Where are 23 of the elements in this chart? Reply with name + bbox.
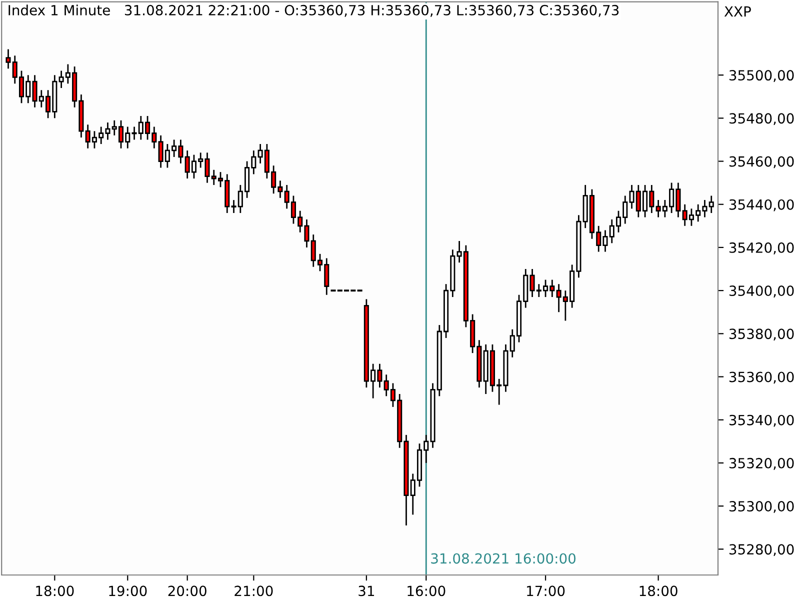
x-tick-label: 19:00: [109, 586, 147, 596]
y-tick-label: 35360,00: [729, 372, 794, 384]
y-tick-label: 35400,00: [729, 286, 794, 298]
x-tick-label: 18:00: [36, 586, 74, 596]
y-tick-label: 35280,00: [729, 544, 794, 556]
x-tick-label: 17:00: [527, 586, 565, 596]
x-tick-label: 16:00: [408, 586, 446, 596]
y-tick-label: 35340,00: [729, 414, 794, 427]
y-tick-label: 35480,00: [729, 113, 794, 126]
y-tick-label: 35500,00: [729, 70, 794, 82]
x-tick-label: 31: [358, 586, 374, 596]
y-tick-label: 35380,00: [729, 328, 794, 341]
y-tick-label: 35320,00: [729, 458, 794, 470]
x-tick-label: 20:00: [168, 586, 206, 596]
text: XXP: [724, 6, 751, 17]
y-tick-label: 35460,00: [729, 156, 794, 168]
x-tick-label: 18:00: [640, 586, 678, 596]
y-tick-label: 35440,00: [729, 199, 794, 212]
chart-title: Index 1 Minute 31.08.2021 22:21:00 - O:35360,73 H:35360,73 L:35360,73 C:35360,73: [8, 4, 619, 17]
y-tick-label: 35420,00: [729, 242, 794, 254]
y-tick-label: 35300,00: [729, 501, 794, 513]
ref-line-label: 31.08.2021 16:00:00: [431, 553, 576, 564]
x-tick-label: 21:00: [234, 586, 273, 596]
